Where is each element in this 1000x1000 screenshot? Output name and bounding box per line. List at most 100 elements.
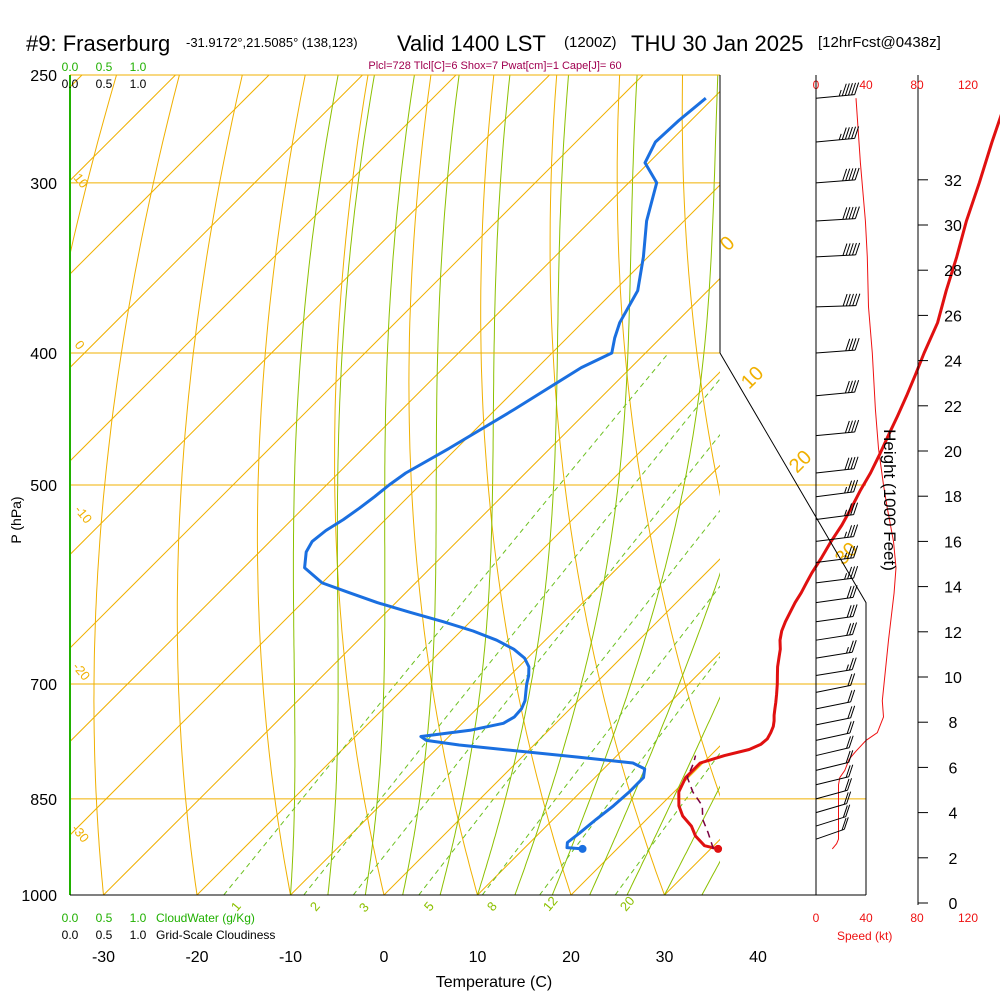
wind-barb-flag: [847, 457, 853, 470]
moist-adiabat-line: [477, 75, 569, 895]
y-axis-label: P (hPa): [8, 496, 24, 543]
wind-barb-flag: [852, 585, 858, 598]
wind-barb-flag: [850, 545, 856, 559]
wind-barb-flag: [847, 525, 853, 538]
wind-barb-flag: [848, 764, 854, 777]
pressure-tick-label: 1000: [21, 888, 57, 905]
wind-barb-flag: [855, 242, 861, 256]
wind-barb-staff: [815, 717, 851, 726]
wind-barb-staff: [815, 514, 854, 520]
wind-barb-flag: [848, 243, 854, 256]
wind-barb: [815, 764, 854, 786]
pressure-tick-label: 250: [30, 68, 57, 85]
wind-barb-flag: [846, 736, 851, 749]
speed-top-tick: 120: [958, 78, 978, 92]
x-tick-label: -20: [185, 949, 208, 966]
wind-barb-flag: [853, 479, 859, 493]
wind-barb-staff: [815, 179, 856, 184]
wind-barb-flag: [845, 750, 851, 764]
wind-barb-flag: [847, 380, 853, 393]
dry-adiabat-line: [616, 75, 720, 798]
wind-barb-flag: [847, 420, 853, 433]
wind-barb-flag: [846, 721, 852, 734]
wind-barb: [815, 479, 859, 498]
wind-barb-flag: [846, 605, 852, 618]
wind-barb-flag: [847, 566, 853, 580]
wind-barb-flag: [851, 380, 857, 393]
moist-adiabat-line: [589, 572, 720, 895]
wind-barb-flag: [849, 604, 855, 618]
wind-barb-flag: [847, 503, 853, 516]
mixing-ratio-label: 3: [356, 900, 372, 915]
wind-barb-staff: [815, 137, 855, 143]
wind-barb: [815, 657, 857, 677]
height-tick-label: 12: [944, 625, 962, 642]
wind-barb-flag: [853, 502, 859, 515]
moist-adiabat-line: [290, 75, 339, 895]
pressure-tick-label: 300: [30, 176, 57, 193]
wind-barb-staff: [815, 669, 853, 677]
wind-barb-half: [838, 133, 842, 141]
wind-barb-flag: [849, 585, 855, 598]
wind-barb-flag: [849, 720, 855, 734]
wind-barb-flag: [850, 480, 856, 493]
wind-barb-flag: [842, 168, 848, 182]
moist-adiabat-line: [626, 696, 720, 895]
height-tick-label: 4: [949, 806, 958, 823]
isotherm-line: [852, 75, 1000, 895]
wind-barb-flag: [853, 524, 859, 537]
wind-barb-flag: [848, 338, 854, 351]
wind-barb-flag: [847, 82, 853, 96]
mixing-ratio-label: 2: [307, 899, 323, 914]
dry-adiabat-line: [256, 75, 306, 895]
wind-barb-flag: [850, 524, 856, 538]
cloudwater-bottom-tick: 1.0: [130, 911, 147, 925]
wind-barb: [815, 604, 858, 623]
wind-barb-flag: [853, 565, 859, 579]
speed-label: Speed (kt): [837, 929, 892, 943]
wind-barb-flag: [845, 207, 851, 220]
wind-barb-flag: [851, 338, 857, 351]
wind-barb-staff: [815, 828, 845, 840]
wind-barb-flag: [845, 168, 851, 181]
wind-barb-flag: [848, 640, 854, 653]
wind-barb-flag: [854, 337, 860, 351]
wind-barb-flag: [850, 689, 856, 703]
pressure-tick-label: 400: [30, 346, 57, 363]
pressure-tick-label: 700: [30, 677, 57, 694]
wind-barb-flag: [852, 622, 858, 635]
wind-barb-flag: [847, 706, 853, 719]
wind-barb-flag: [852, 604, 858, 617]
cloudiness-top-tick: 0.0: [62, 77, 79, 91]
wind-barb: [815, 791, 852, 814]
wind-barb-staff: [815, 536, 854, 542]
dry-adiabat-label: 0: [72, 337, 88, 352]
height-tick-label: 20: [944, 444, 962, 461]
height-tick-label: 22: [944, 399, 962, 416]
wind-barb: [815, 126, 860, 143]
wind-barb-flag: [854, 82, 860, 95]
height-tick-label: 0: [949, 896, 958, 913]
wind-barb-staff: [815, 305, 856, 308]
title-zulu: (1200Z): [564, 34, 617, 51]
speed-bottom-tick: 120: [958, 911, 978, 925]
height-tick-label: 26: [944, 308, 962, 325]
height-tick-label: 8: [949, 715, 958, 732]
wind-barb-flag: [846, 623, 852, 636]
wind-barb-staff: [815, 218, 856, 222]
series-temperature-line: [677, 113, 1000, 851]
wind-barb-half: [845, 664, 849, 671]
x-tick-label: 0: [380, 949, 389, 966]
wind-barb: [815, 640, 857, 659]
wind-barb: [815, 293, 861, 308]
wind-barb-staff: [815, 94, 855, 99]
wind-barb: [815, 735, 854, 757]
wind-barb-flag: [848, 168, 854, 181]
wind-barb-staff: [815, 651, 853, 659]
wind-barb-flag: [848, 657, 854, 671]
wind-barb-flag: [846, 586, 852, 599]
isotherm-line: [477, 651, 720, 895]
dry-adiabat-line: [93, 75, 180, 895]
wind-barb: [815, 545, 859, 563]
wind-barb-flag: [855, 293, 861, 306]
